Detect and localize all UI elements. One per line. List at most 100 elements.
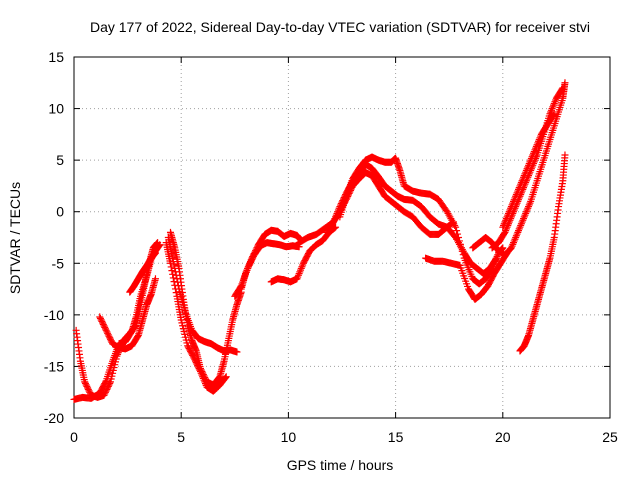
data-point	[522, 166, 530, 174]
data-point	[104, 331, 112, 339]
series-track-7	[162, 239, 230, 395]
data-point	[459, 251, 467, 259]
data-point	[520, 215, 528, 223]
data-point	[511, 235, 519, 243]
data-point	[521, 211, 529, 219]
x-tick-label: 5	[177, 429, 185, 445]
data-point	[294, 271, 302, 279]
series-track-3	[96, 275, 159, 353]
chart-title: Day 177 of 2022, Sidereal Day-to-day VTE…	[90, 19, 590, 35]
data-point	[514, 228, 522, 236]
data-point	[510, 197, 518, 205]
series-track-18	[516, 151, 569, 355]
data-point	[549, 103, 557, 111]
data-point	[195, 365, 203, 373]
data-point	[331, 215, 339, 223]
data-point	[297, 264, 305, 272]
axes	[73, 56, 611, 419]
data-point	[199, 373, 207, 381]
data-point	[105, 332, 113, 340]
data-point	[551, 98, 559, 106]
series-track-17	[499, 110, 558, 231]
data-point	[515, 227, 523, 235]
data-point	[171, 281, 179, 289]
data-point	[507, 203, 515, 211]
data-point	[454, 234, 462, 241]
data-point	[222, 373, 230, 381]
data-point	[298, 263, 306, 271]
data-point	[513, 230, 521, 238]
data-point	[191, 356, 199, 364]
data-point	[526, 158, 534, 166]
data-point	[293, 275, 301, 283]
data-point	[329, 218, 337, 226]
plot-border	[73, 56, 611, 419]
y-tick-label: 0	[56, 204, 64, 220]
data-point	[550, 101, 558, 109]
data-point	[99, 320, 107, 328]
data-point	[222, 374, 230, 382]
data-point	[101, 325, 109, 333]
data-point	[81, 378, 89, 386]
data-point	[550, 111, 558, 119]
data-point	[508, 242, 516, 250]
data-point	[558, 85, 566, 93]
data-point	[518, 218, 526, 226]
data-point	[451, 221, 459, 229]
data-point	[510, 239, 518, 247]
data-point	[530, 149, 538, 157]
data-point	[85, 387, 93, 395]
data-point	[295, 270, 303, 278]
y-tick-label: -20	[44, 410, 64, 426]
data-point	[512, 234, 520, 241]
data-point	[519, 216, 527, 224]
data-point	[196, 368, 204, 376]
x-axis-label: GPS time / hours	[287, 457, 394, 473]
data-point	[296, 268, 304, 276]
series-track-4	[126, 249, 159, 296]
data-point	[244, 263, 252, 271]
data-point	[502, 216, 510, 224]
data-point	[168, 267, 176, 275]
data-point	[517, 180, 525, 188]
y-tick-label: 5	[56, 152, 64, 168]
data-point	[520, 172, 528, 180]
series-track-9	[231, 239, 303, 300]
data-point	[500, 221, 508, 229]
data-point	[458, 247, 466, 255]
data-point	[193, 360, 201, 368]
data-point	[499, 244, 507, 252]
data-point	[171, 285, 179, 293]
data-point	[106, 334, 114, 342]
y-tick-label: 10	[48, 101, 64, 117]
data-point	[525, 161, 533, 169]
data-point	[550, 99, 558, 107]
ticks: 0 5 10 15 20 25 -20 -15 -10 -5 0 5 10 15	[44, 49, 618, 445]
data-points	[70, 79, 569, 403]
data-point	[531, 146, 539, 154]
data-point	[512, 191, 520, 199]
x-tick-label: 25	[602, 429, 618, 445]
data-point	[515, 184, 523, 192]
data-point	[529, 151, 537, 159]
data-point	[528, 153, 536, 161]
data-point	[172, 289, 180, 297]
data-point	[512, 232, 520, 240]
data-point	[512, 192, 520, 200]
data-point	[516, 182, 524, 190]
data-point	[505, 208, 513, 216]
data-point	[502, 215, 510, 223]
series-track-15	[469, 79, 569, 259]
data-point	[490, 259, 498, 267]
data-point	[151, 249, 159, 257]
data-point	[520, 173, 528, 181]
data-point	[493, 252, 501, 260]
data-point	[103, 328, 111, 336]
data-point	[527, 154, 535, 162]
data-point	[104, 329, 112, 337]
data-point	[201, 380, 209, 388]
data-point	[525, 203, 533, 211]
data-point	[561, 151, 569, 159]
data-point	[522, 208, 530, 216]
